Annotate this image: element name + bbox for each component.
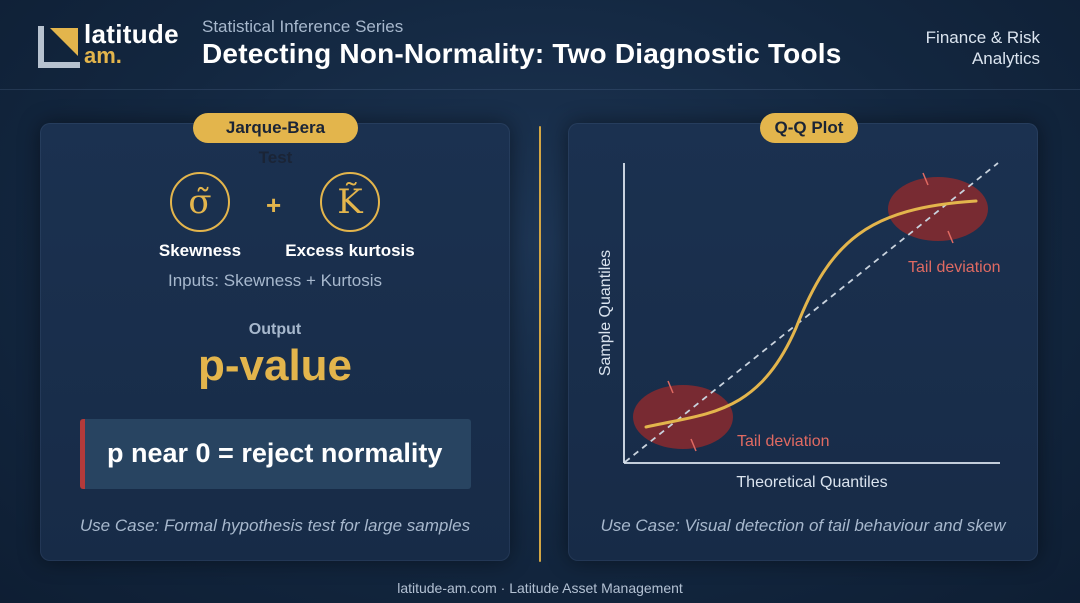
logo-mark-icon — [38, 26, 80, 68]
footer: latitude-am.com · Latitude Asset Managem… — [397, 580, 683, 596]
tick-upper-1 — [922, 172, 929, 186]
tick-upper-2 — [947, 230, 954, 244]
output-label: Output — [248, 321, 302, 338]
jarque-bera-use-case: Use Case: Formal hypothesis test for lar… — [79, 516, 471, 535]
qq-plot-pill: Q-Q Plot — [760, 113, 858, 143]
skewness-icon: σ̃ — [170, 172, 230, 232]
tail-deviation-lower-label: Tail deviation — [737, 433, 830, 450]
inputs-note: Inputs: Skewness + Kurtosis — [167, 271, 383, 290]
logo-suffix: am. — [84, 43, 122, 68]
tagline-line-1: Finance & Risk — [925, 28, 1040, 47]
page-title: Detecting Non-Normality: Two Diagnostic … — [202, 38, 842, 69]
header: latitude am. Statistical Inference Serie… — [0, 0, 1080, 90]
decision-rule-text: p near 0 = reject normality — [107, 438, 443, 468]
qq-plot-card: Q-Q Plot Sample Quantiles Theoretical Qu… — [568, 113, 1038, 561]
tail-region-lower — [633, 385, 733, 449]
tagline-line-2: Analytics — [971, 49, 1040, 68]
tick-lower-2 — [690, 438, 697, 452]
qq-plot-diagram: Sample Quantiles Theoretical Quantiles T… — [597, 162, 1001, 491]
center-divider — [539, 126, 541, 562]
reference-line — [624, 162, 999, 463]
y-axis-label: Sample Quantiles — [597, 250, 614, 376]
tail-deviation-upper-label: Tail deviation — [908, 259, 1001, 276]
skewness-label: Skewness — [158, 241, 242, 260]
qq-plot-use-case: Use Case: Visual detection of tail behav… — [600, 516, 1006, 535]
brand-logo[interactable]: latitude am. — [38, 19, 188, 70]
kurtosis-label: Excess kurtosis — [285, 241, 415, 260]
output-value: p-value — [197, 341, 353, 390]
tail-region-upper — [888, 177, 988, 241]
kurtosis-icon: K̃ — [320, 172, 380, 232]
sample-quantile-curve — [644, 199, 978, 429]
brand-tagline: Finance & Risk Analytics — [880, 27, 1040, 69]
jarque-bera-pill: Jarque-Bera Test — [193, 113, 358, 167]
logo-wordmark: latitude — [84, 19, 179, 49]
x-axis-label: Theoretical Quantiles — [736, 474, 887, 491]
plus-sign: + — [266, 190, 282, 220]
decision-rule-box: p near 0 = reject normality — [80, 419, 471, 489]
series-label: Statistical Inference Series — [202, 17, 404, 36]
tick-lower-1 — [667, 380, 674, 394]
jarque-bera-card: Jarque-Bera Test σ̃ Skewness + K̃ Excess… — [40, 113, 510, 561]
